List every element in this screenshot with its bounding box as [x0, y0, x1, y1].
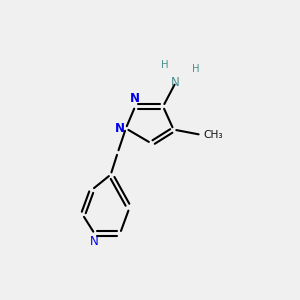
Text: N: N — [171, 76, 180, 89]
Text: N: N — [130, 92, 140, 105]
Text: H: H — [192, 64, 200, 74]
Text: CH₃: CH₃ — [203, 130, 223, 140]
Text: H: H — [161, 60, 169, 70]
Text: N: N — [115, 122, 125, 135]
Text: N: N — [90, 236, 99, 248]
